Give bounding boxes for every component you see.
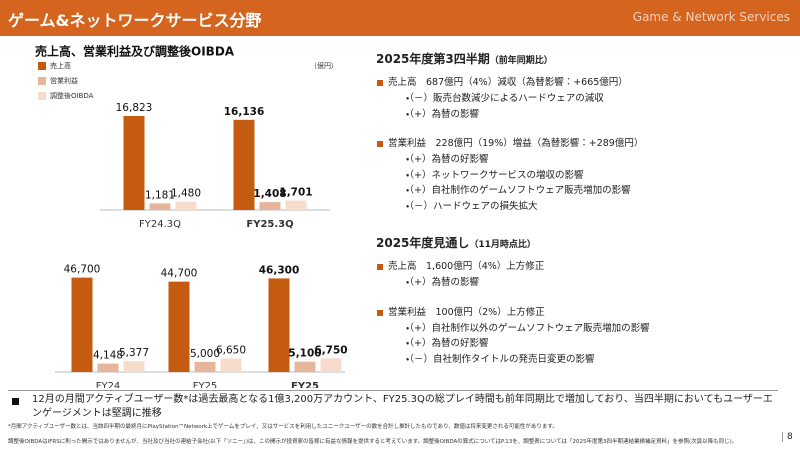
heading-text: 2025年度第3四半期	[376, 52, 490, 66]
sub-bullet: ・（－）自社制作タイトルの発売日変更の影響	[406, 353, 595, 365]
legend-swatch	[38, 62, 46, 70]
sub-bullet: ・（+）為替の好影響	[406, 154, 489, 165]
value-label: 46,700	[64, 264, 101, 276]
sub-bullet: ・（+）自社制作のゲームソフトウェア販売増加の影響	[406, 185, 631, 196]
value-label: 1,701	[279, 186, 312, 198]
legend-swatch	[38, 77, 46, 85]
value-label: 6,750	[314, 344, 347, 356]
bar	[168, 281, 190, 372]
bar	[285, 200, 307, 210]
legend-label: 調整後OIBDA	[50, 91, 94, 100]
value-label: 1,181	[145, 189, 175, 201]
footnote: *月間アクティブユーザー数とは、当該四半期の最終月にPlayStation™Ne…	[8, 424, 558, 430]
x-tick-label: FY25.3Q	[246, 219, 293, 230]
legend-label: 売上高	[50, 61, 71, 70]
bar	[175, 201, 197, 210]
section-heading: 2025年度見通し（11月時点比）	[376, 234, 796, 251]
value-label: 46,300	[259, 264, 300, 276]
section: 2025年度第3四半期（前年同期比） 売上高 687億円（4%）減収（為替影響：+…	[376, 50, 796, 214]
value-label: 5,377	[119, 347, 149, 359]
value-label: 1,480	[171, 188, 201, 200]
bar	[71, 277, 93, 372]
bar	[97, 363, 119, 372]
section: 2025年度見通し（11月時点比） 売上高 1,600億円（4%）上方修正・（+）…	[376, 234, 796, 367]
value-label: 5,100	[288, 348, 321, 360]
bar	[194, 361, 216, 372]
heading-text: 2025年度見通し	[376, 236, 470, 250]
header-title: ゲーム&ネットワークサービス分野	[8, 11, 262, 30]
bullet-item: 売上高 687億円（4%）減収（為替影響：+665億円） ・（－）販売台数減少によ…	[376, 75, 796, 122]
page-number: 8	[782, 432, 793, 442]
x-tick-label: FY252月見通し	[282, 381, 329, 388]
header-subtitle: Game & Network Services	[632, 10, 790, 24]
bar	[123, 361, 145, 372]
bullet-item: 営業利益 228億円（19%）増益（為替影響：+289億円） ・（+）為替の好影響…	[376, 136, 796, 214]
sub-bullet: ・（+）為替の好影響	[406, 338, 489, 349]
bar	[320, 358, 342, 372]
value-label: 6,650	[216, 345, 246, 357]
sub-bullet: ・（+）為替の影響	[406, 277, 479, 288]
bar	[259, 202, 281, 210]
value-label: 5,000	[190, 348, 220, 360]
unit: （億円）	[310, 61, 338, 70]
bullet-item: 営業利益 100億円（2%）上方修正 ・（+）自社制作以外のゲームソフトウェア販売…	[376, 305, 796, 368]
sub-bullet: ・（+）為替の影響	[406, 108, 479, 120]
value-label: 44,700	[161, 268, 198, 280]
bar	[220, 358, 242, 372]
heading-note: （前年同期比）	[489, 56, 553, 66]
highlight: 12月の月間アクティブユーザー数*は過去最高となる1億3,200万アカウント、F…	[8, 390, 778, 421]
section-heading: 2025年度第3四半期（前年同期比）	[376, 50, 796, 67]
footnote: 調整後OIBDAはIFRSに則った開示ではありませんが、当社及び当社の連結子会社…	[8, 439, 738, 445]
sub-bullet: ・（－）販売台数減少によるハードウェアの減収	[406, 93, 604, 104]
header: ゲーム&ネットワークサービス分野 Game & Network Services	[0, 0, 800, 36]
commentary: 2025年度第3四半期（前年同期比） 売上高 687億円（4%）減収（為替影響：+…	[376, 50, 796, 387]
value-label: 1,408	[253, 188, 286, 200]
bullet-text: 売上高 687億円（4%）減収（為替影響：+665億円）	[376, 75, 796, 91]
sub-bullet: ・（+）自社制作以外のゲームソフトウェア販売増加の影響	[406, 322, 650, 334]
legend-swatch	[38, 92, 46, 100]
bar	[233, 119, 255, 210]
x-tick-label: FY24.3Q	[139, 219, 181, 230]
left-title: 売上高、営業利益及び調整後OIBDA	[35, 44, 235, 59]
bullet-item: 売上高 1,600億円（4%）上方修正・（+）為替の影響	[376, 259, 796, 291]
value-label: 16,823	[116, 102, 153, 114]
bar	[123, 115, 145, 210]
heading-note: （11月時点比）	[469, 240, 536, 250]
value-label: 4,148	[93, 350, 123, 362]
bullet-text: 営業利益 228億円（19%）増益（為替影響：+289億円）	[376, 136, 796, 152]
x-tick-label: FY24	[96, 381, 121, 388]
bar	[268, 278, 290, 372]
bullet-text: 売上高 1,600億円（4%）上方修正	[376, 259, 796, 275]
legend-label: 営業利益	[50, 76, 78, 85]
sub-bullet: ・（－）ハードウェアの損失拡大	[406, 200, 538, 212]
bar	[149, 203, 171, 210]
bullet-text: 営業利益 100億円（2%）上方修正	[376, 305, 796, 321]
x-tick-label: FY2511月見通し	[179, 381, 232, 388]
value-label: 16,136	[224, 106, 265, 118]
bar	[294, 361, 316, 372]
sub-bullet: ・（+）ネットワークサービスの増収の影響	[406, 169, 584, 181]
